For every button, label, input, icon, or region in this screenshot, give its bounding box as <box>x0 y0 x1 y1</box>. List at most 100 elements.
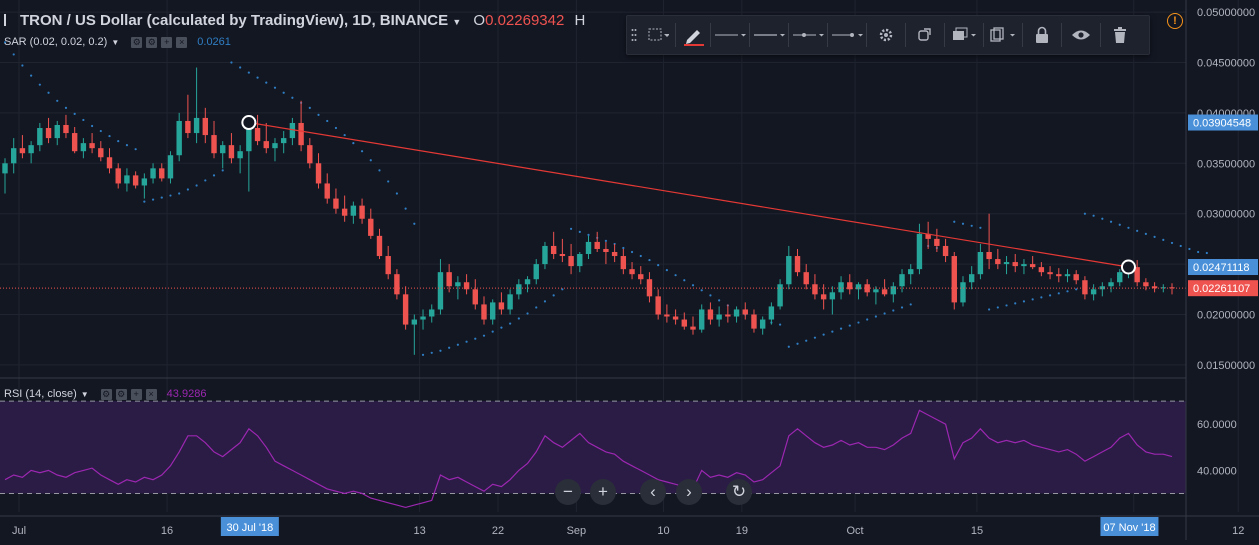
format-icon[interactable]: ⚙ <box>115 388 127 400</box>
alert-icon[interactable]: ! <box>1167 13 1183 29</box>
candle-body <box>298 122 304 146</box>
candle-body <box>908 269 914 275</box>
candle-body <box>1090 289 1097 295</box>
settings-icon[interactable]: ⚙ <box>131 36 143 48</box>
sar-dot <box>1170 241 1174 245</box>
candle-body <box>1056 274 1062 277</box>
scroll-left-button[interactable]: ‹ <box>640 479 666 505</box>
drawing-toolbar[interactable] <box>626 15 1150 55</box>
sar-dot <box>526 312 529 315</box>
sar-dot <box>326 119 329 123</box>
candle <box>638 266 644 285</box>
sar-dot <box>3 41 7 44</box>
sar-dot <box>1092 214 1095 217</box>
format-icon[interactable]: ⚙ <box>146 36 158 48</box>
sar-legend[interactable]: SAR (0.02, 0.02, 0.2) ▼ ⚙ ⚙ + × 0.0261 <box>4 36 231 48</box>
line-style-solid-icon[interactable] <box>711 16 749 54</box>
candlestick-series[interactable] <box>2 67 1175 355</box>
reset-chart-button[interactable]: ↻ <box>726 479 752 505</box>
chevron-down-icon[interactable]: ▼ <box>452 17 462 27</box>
date-label-text: 07 Nov '18 <box>1103 522 1155 534</box>
candle <box>881 279 888 297</box>
lock-icon[interactable] <box>1023 16 1061 54</box>
candle-body <box>455 282 461 287</box>
pencil-icon[interactable] <box>676 16 710 54</box>
settings-icon[interactable]: ⚙ <box>100 388 112 400</box>
candle-body <box>568 256 574 267</box>
candle <box>664 304 670 323</box>
eye-icon[interactable] <box>1062 16 1100 54</box>
candle-body <box>1047 272 1053 275</box>
candle <box>855 282 862 300</box>
rsi-pane[interactable] <box>0 400 1186 509</box>
layer-icon[interactable] <box>945 16 983 54</box>
candle <box>376 228 383 260</box>
sar-dot <box>648 258 651 262</box>
candle-body <box>690 326 696 330</box>
chevron-down-icon[interactable]: ▼ <box>80 389 89 399</box>
candle-body <box>324 183 330 199</box>
candle-body <box>2 163 8 174</box>
sar-dot <box>265 81 268 84</box>
sar-dot <box>1179 244 1182 248</box>
candle-body <box>19 148 26 154</box>
line-style-dash-dot-icon[interactable] <box>789 16 827 54</box>
date-label-text: 30 Jul '18 <box>226 522 273 534</box>
copy-icon[interactable] <box>984 16 1022 54</box>
candle <box>1090 284 1097 301</box>
trash-icon[interactable] <box>1101 16 1139 54</box>
zoom-out-button[interactable]: − <box>555 479 581 505</box>
candle-body <box>977 252 984 275</box>
sar-dot <box>831 330 834 333</box>
sar-dot <box>117 140 120 143</box>
candle <box>341 195 348 222</box>
candle <box>812 274 818 300</box>
add-icon[interactable]: + <box>161 36 173 48</box>
sar-dot <box>578 230 581 233</box>
symbol-title[interactable]: TRON / US Dollar (calculated by TradingV… <box>20 12 449 29</box>
gear-icon[interactable] <box>867 16 905 54</box>
zoom-in-button[interactable]: + <box>590 479 616 505</box>
scroll-right-button[interactable]: › <box>676 479 702 505</box>
candle-body <box>812 284 818 295</box>
sar-dot <box>1014 302 1017 305</box>
sar-dot <box>718 299 721 302</box>
rsi-legend[interactable]: RSI (14, close) ▼ ⚙ ⚙ + × 43.9286 <box>4 388 206 400</box>
candle-body <box>986 252 992 260</box>
candle-body <box>542 245 548 265</box>
open-value: 0.02269342 <box>485 12 565 29</box>
candle-body <box>847 282 853 290</box>
sar-dot <box>1109 220 1113 223</box>
close-icon[interactable]: × <box>145 388 157 400</box>
line-style-arrow-icon[interactable] <box>828 16 866 54</box>
add-icon[interactable]: + <box>130 388 142 400</box>
candle <box>124 168 130 192</box>
rsi-label[interactable]: RSI (14, close) <box>4 388 77 400</box>
clone-icon[interactable] <box>906 16 944 54</box>
candle-body <box>716 314 722 320</box>
sar-label[interactable]: SAR (0.02, 0.02, 0.2) <box>4 36 108 48</box>
candle <box>603 241 609 265</box>
close-icon[interactable]: × <box>176 36 188 48</box>
candle <box>54 120 60 146</box>
candle-body <box>193 117 200 134</box>
drawing-layer[interactable] <box>0 115 1186 289</box>
candle <box>80 138 87 159</box>
candle-body <box>803 272 809 285</box>
candle-body <box>141 178 148 186</box>
sar-dot <box>334 126 338 130</box>
candle <box>394 269 400 300</box>
sar-dot <box>552 294 555 297</box>
candle <box>847 274 853 295</box>
candle <box>559 238 566 263</box>
line-style-solid-2-icon[interactable] <box>750 16 788 54</box>
candle <box>951 252 957 310</box>
select-rectangle-icon[interactable] <box>641 16 675 54</box>
drag-handle-icon[interactable] <box>627 16 641 54</box>
chevron-down-icon[interactable]: ▼ <box>111 37 120 47</box>
candle <box>542 241 548 270</box>
candle <box>254 114 261 146</box>
candle <box>524 276 531 293</box>
candle <box>307 138 313 169</box>
